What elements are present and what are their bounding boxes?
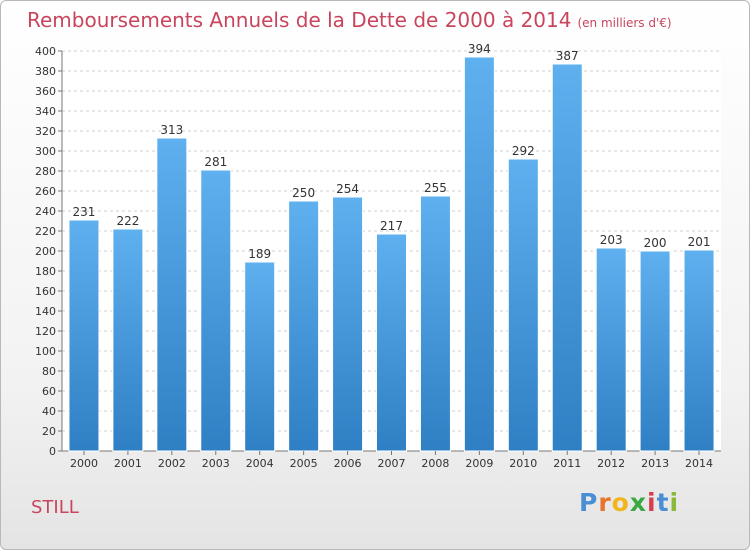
commune-name: STILL	[31, 497, 79, 518]
x-tick-label: 2014	[685, 457, 713, 470]
x-tick-label: 2001	[114, 457, 142, 470]
bar	[463, 56, 495, 452]
x-tick-label: 2008	[421, 457, 449, 470]
y-tick-label: 320	[35, 125, 56, 138]
bar-value-label: 394	[468, 42, 491, 56]
y-tick-label: 180	[35, 265, 56, 278]
y-tick-label: 260	[35, 185, 56, 198]
y-tick-label: 120	[35, 325, 56, 338]
bar	[595, 247, 627, 452]
x-tick-label: 2000	[70, 457, 98, 470]
chart-subtitle: (en milliers d'€)	[577, 16, 672, 30]
logo-letter: i	[669, 488, 680, 517]
bar-value-label: 231	[73, 205, 96, 219]
logo-letter: x	[629, 488, 647, 517]
bar	[156, 137, 188, 452]
y-tick-label: 380	[35, 65, 56, 78]
x-tick-label: 2005	[290, 457, 318, 470]
bar	[288, 200, 320, 452]
x-tick-label: 2012	[597, 457, 625, 470]
x-tick-label: 2009	[465, 457, 493, 470]
x-tick-label: 2010	[509, 457, 537, 470]
y-tick-label: 0	[49, 445, 56, 458]
y-tick-label: 220	[35, 225, 56, 238]
bar	[419, 195, 451, 452]
y-tick-label: 80	[42, 365, 56, 378]
bar-value-label: 387	[556, 49, 579, 63]
bar-value-label: 292	[512, 144, 535, 158]
y-tick-label: 100	[35, 345, 56, 358]
x-tick-label: 2006	[334, 457, 362, 470]
bar-value-label: 217	[380, 219, 403, 233]
bar	[639, 250, 671, 452]
bar-value-label: 200	[644, 236, 667, 250]
y-tick-label: 400	[35, 45, 56, 58]
bar-value-label: 313	[160, 123, 183, 137]
bar	[200, 169, 232, 452]
y-tick-label: 280	[35, 165, 56, 178]
bar	[507, 158, 539, 452]
y-tick-label: 160	[35, 285, 56, 298]
bar-value-label: 255	[424, 181, 447, 195]
x-tick-label: 2004	[246, 457, 274, 470]
logo-letter: o	[611, 488, 630, 517]
y-tick-label: 360	[35, 85, 56, 98]
bar-value-label: 254	[336, 182, 359, 196]
bar	[551, 63, 583, 452]
bar-value-label: 203	[600, 233, 623, 247]
y-tick-label: 200	[35, 245, 56, 258]
proxiti-logo: Proxiti	[579, 488, 679, 517]
bar-value-label: 250	[292, 186, 315, 200]
bar-value-label: 189	[248, 247, 271, 261]
x-tick-label: 2003	[202, 457, 230, 470]
logo-letter: t	[656, 488, 670, 517]
y-tick-label: 300	[35, 145, 56, 158]
x-tick-label: 2013	[641, 457, 669, 470]
y-tick-label: 40	[42, 405, 56, 418]
bar	[68, 219, 100, 452]
bar-value-label: 201	[688, 235, 711, 249]
y-tick-label: 140	[35, 305, 56, 318]
x-tick-label: 2002	[158, 457, 186, 470]
y-tick-label: 240	[35, 205, 56, 218]
y-tick-label: 20	[42, 425, 56, 438]
y-tick-label: 60	[42, 385, 56, 398]
bar	[332, 196, 364, 452]
bar	[683, 249, 715, 452]
logo-letter: r	[598, 488, 612, 517]
bar	[112, 228, 144, 452]
bar-value-label: 222	[116, 214, 139, 228]
chart-title: Remboursements Annuels de la Dette de 20…	[27, 8, 672, 32]
logo-letter: i	[647, 488, 657, 517]
x-tick-label: 2011	[553, 457, 581, 470]
bar	[244, 261, 276, 452]
title-text: Remboursements Annuels de la Dette de 20…	[27, 8, 572, 32]
y-tick-label: 340	[35, 105, 56, 118]
bar	[376, 233, 407, 452]
x-tick-label: 2007	[378, 457, 406, 470]
bar-value-label: 281	[204, 155, 227, 169]
logo-letter: P	[579, 488, 599, 517]
